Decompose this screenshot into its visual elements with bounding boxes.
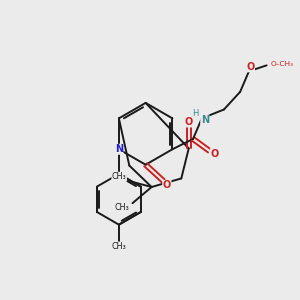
Text: O–CH₃: O–CH₃	[271, 61, 294, 67]
Text: O: O	[163, 180, 171, 190]
Text: H: H	[192, 109, 199, 118]
Text: N: N	[201, 115, 209, 125]
Text: CH₃: CH₃	[115, 203, 130, 212]
Text: O: O	[246, 62, 254, 72]
Text: CH₃: CH₃	[112, 242, 126, 251]
Text: O: O	[210, 149, 219, 159]
Text: N: N	[115, 144, 123, 154]
Text: O: O	[184, 117, 193, 127]
Text: CH₃: CH₃	[112, 172, 127, 181]
